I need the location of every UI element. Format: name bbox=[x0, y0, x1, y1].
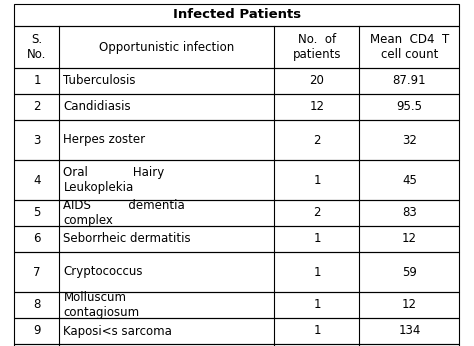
Text: 1: 1 bbox=[313, 233, 321, 246]
Text: 5: 5 bbox=[33, 207, 41, 219]
Text: 2: 2 bbox=[313, 207, 321, 219]
Text: 1: 1 bbox=[313, 325, 321, 337]
Text: 45: 45 bbox=[402, 173, 417, 186]
Bar bbox=[15, 344, 459, 346]
Text: 2: 2 bbox=[33, 100, 41, 113]
Text: 1: 1 bbox=[313, 173, 321, 186]
Text: 3: 3 bbox=[33, 134, 41, 146]
Text: 59: 59 bbox=[402, 265, 417, 279]
Text: Candidiasis: Candidiasis bbox=[64, 100, 131, 113]
Bar bbox=[15, 252, 459, 292]
Text: Kaposi<s sarcoma: Kaposi<s sarcoma bbox=[64, 325, 173, 337]
Text: No.  of
patients: No. of patients bbox=[293, 33, 341, 61]
Text: Tuberculosis: Tuberculosis bbox=[64, 74, 136, 88]
Bar bbox=[15, 94, 459, 120]
Text: 83: 83 bbox=[402, 207, 417, 219]
Text: S.
No.: S. No. bbox=[27, 33, 46, 61]
Bar bbox=[15, 318, 459, 344]
Text: Mean  CD4  T
cell count: Mean CD4 T cell count bbox=[370, 33, 449, 61]
Text: 2: 2 bbox=[313, 134, 321, 146]
Text: 134: 134 bbox=[398, 325, 421, 337]
Text: Infected Patients: Infected Patients bbox=[173, 9, 301, 21]
Text: Molluscum
contagiosum: Molluscum contagiosum bbox=[64, 291, 140, 319]
Text: 7: 7 bbox=[33, 265, 41, 279]
Text: Opportunistic infection: Opportunistic infection bbox=[100, 40, 235, 54]
Text: 6: 6 bbox=[33, 233, 41, 246]
Text: 20: 20 bbox=[310, 74, 324, 88]
Text: 1: 1 bbox=[313, 299, 321, 311]
Bar bbox=[15, 4, 459, 26]
Text: 95.5: 95.5 bbox=[396, 100, 422, 113]
Text: Cryptococcus: Cryptococcus bbox=[64, 265, 143, 279]
Text: 87.91: 87.91 bbox=[392, 74, 426, 88]
Text: Herpes zoster: Herpes zoster bbox=[64, 134, 146, 146]
Text: AIDS          dementia
complex: AIDS dementia complex bbox=[64, 199, 185, 227]
Text: 4: 4 bbox=[33, 173, 41, 186]
Bar bbox=[15, 26, 459, 68]
Text: 12: 12 bbox=[402, 299, 417, 311]
Bar bbox=[15, 68, 459, 94]
Bar bbox=[15, 292, 459, 318]
Bar bbox=[15, 226, 459, 252]
Text: 9: 9 bbox=[33, 325, 41, 337]
Text: Oral            Hairy
Leukoplekia: Oral Hairy Leukoplekia bbox=[64, 166, 165, 194]
Text: 1: 1 bbox=[33, 74, 41, 88]
Text: 12: 12 bbox=[402, 233, 417, 246]
Bar bbox=[15, 160, 459, 200]
Text: Seborrheic dermatitis: Seborrheic dermatitis bbox=[64, 233, 191, 246]
Bar bbox=[15, 120, 459, 160]
Text: 8: 8 bbox=[33, 299, 41, 311]
Text: 1: 1 bbox=[313, 265, 321, 279]
Bar bbox=[15, 200, 459, 226]
Text: 12: 12 bbox=[310, 100, 325, 113]
Text: 32: 32 bbox=[402, 134, 417, 146]
